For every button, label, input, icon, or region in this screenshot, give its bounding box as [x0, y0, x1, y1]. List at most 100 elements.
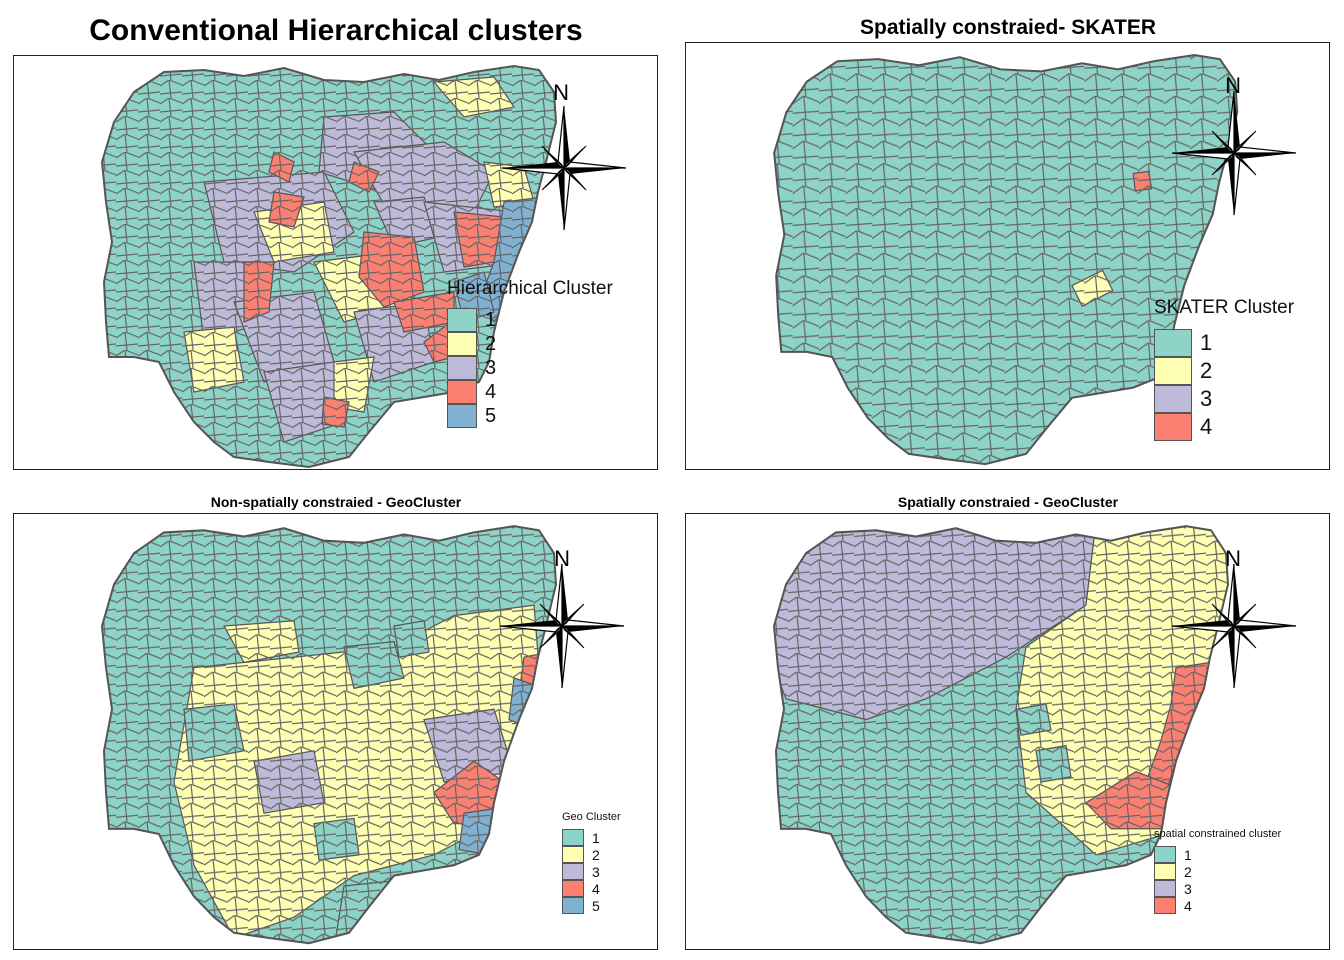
- legend-title: Geo Cluster: [562, 811, 621, 823]
- lga-boundaries: [774, 55, 1238, 465]
- legend-swatch: [562, 897, 584, 914]
- legend-swatch: [447, 356, 477, 380]
- north-label: N: [1225, 73, 1241, 98]
- compass-rose: [1171, 90, 1297, 216]
- legend-title: Hierarchical Cluster: [447, 278, 613, 299]
- legend-swatch: [1154, 863, 1176, 880]
- nigeria-map: [100, 525, 558, 945]
- nigeria-map: [773, 54, 1239, 466]
- legend-swatch: [562, 829, 584, 846]
- legend-label: 2: [592, 846, 600, 863]
- legend-swatch: [1154, 846, 1176, 863]
- north-arrow: N: [1171, 73, 1297, 216]
- legend-title: spatial constrained cluster: [1154, 828, 1282, 840]
- legend-item: 1: [562, 829, 621, 846]
- panel-title: Spatially constraied - GeoCluster: [897, 494, 1119, 510]
- map-svg: N: [773, 54, 1297, 466]
- north-arrow: N: [501, 80, 627, 231]
- north-arrow: N: [499, 546, 625, 689]
- legend-label: 3: [592, 863, 600, 880]
- nigeria-map: [772, 525, 1230, 945]
- map-svg: N: [100, 64, 627, 469]
- legend-item: 2: [562, 846, 621, 863]
- lga-boundaries: [102, 526, 556, 944]
- legend-item: 5: [562, 897, 621, 914]
- legend-item: 2: [1154, 863, 1281, 880]
- legend-label: 1: [1184, 846, 1192, 863]
- legend-swatch: [562, 880, 584, 897]
- legend-swatch: [1154, 357, 1192, 385]
- compass-rose: [499, 563, 625, 689]
- legend-label: 1: [485, 308, 497, 331]
- compass-rose: [1171, 563, 1297, 689]
- legend-item: 2: [1154, 357, 1294, 385]
- legend-swatch: [447, 404, 477, 428]
- legend-title: SKATER Cluster: [1154, 297, 1295, 318]
- north-label: N: [553, 80, 569, 105]
- map-svg: N: [772, 525, 1297, 945]
- legend-item: 3: [1154, 385, 1294, 413]
- legend-label: 2: [1200, 358, 1213, 383]
- panel-geocluster-spatial: Spatially constraied - GeoCluster: [672, 480, 1344, 960]
- legend-swatch: [447, 308, 477, 332]
- legend-item: 3: [1154, 880, 1281, 897]
- lga-boundaries: [774, 526, 1228, 944]
- nigeria-map: [100, 64, 558, 469]
- panel-title: Non-spatially constraied - GeoCluster: [210, 494, 462, 510]
- legend-swatch: [1154, 880, 1176, 897]
- legend-label: 5: [485, 404, 497, 427]
- legend-item: 4: [447, 380, 613, 404]
- legend-label: 5: [592, 897, 600, 914]
- panel-geocluster-nonspatial: Non-spatially constraied - GeoCluster: [0, 480, 672, 960]
- panel-skater: Spatially constraied- SKATER: [672, 0, 1344, 480]
- north-arrow: N: [1171, 546, 1297, 689]
- legend-swatch: [447, 380, 477, 404]
- legend-swatch: [447, 332, 477, 356]
- legend-item: 3: [562, 863, 621, 880]
- panel-title: Conventional Hierarchical clusters: [89, 14, 583, 47]
- legend-label: 1: [592, 829, 600, 846]
- legend-item: 1: [1154, 846, 1281, 863]
- legend-item: 4: [562, 880, 621, 897]
- legend-label: 3: [485, 356, 497, 379]
- legend-swatch: [562, 863, 584, 880]
- legend-item: 4: [1154, 897, 1281, 914]
- legend-swatch: [562, 846, 584, 863]
- panel-title: Spatially constraied- SKATER: [859, 16, 1156, 39]
- legend-swatch: [1154, 329, 1192, 357]
- legend-item: 1: [447, 308, 613, 332]
- legend-swatch: [1154, 385, 1192, 413]
- legend-item: 4: [1154, 413, 1294, 441]
- legend-swatch: [1154, 413, 1192, 441]
- north-label: N: [554, 546, 570, 571]
- legend-label: 4: [1200, 414, 1213, 439]
- legend-label: 4: [592, 880, 600, 897]
- legend-item: 5: [447, 404, 613, 428]
- legend-label: 2: [485, 332, 497, 355]
- legend-label: 4: [485, 380, 497, 403]
- legend-items: 1 2 3 4: [1154, 329, 1294, 441]
- map-svg: N: [100, 525, 625, 945]
- legend-swatch: [1154, 897, 1176, 914]
- legend-label: 4: [1184, 897, 1192, 914]
- north-label: N: [1225, 546, 1241, 571]
- lga-boundaries: [102, 66, 556, 467]
- legend-label: 3: [1200, 386, 1213, 411]
- legend-label: 3: [1184, 880, 1192, 897]
- panel-hierarchical: Conventional Hierarchical clusters: [0, 0, 672, 480]
- map-frame: N SKATER Cluster 1 2 3 4: [685, 42, 1330, 470]
- legend-item: 3: [447, 356, 613, 380]
- legend-label: 1: [1200, 330, 1213, 355]
- compass-rose: [501, 105, 627, 231]
- legend-label: 2: [1184, 863, 1192, 880]
- map-legend: SKATER Cluster 1 2 3 4: [1154, 297, 1294, 441]
